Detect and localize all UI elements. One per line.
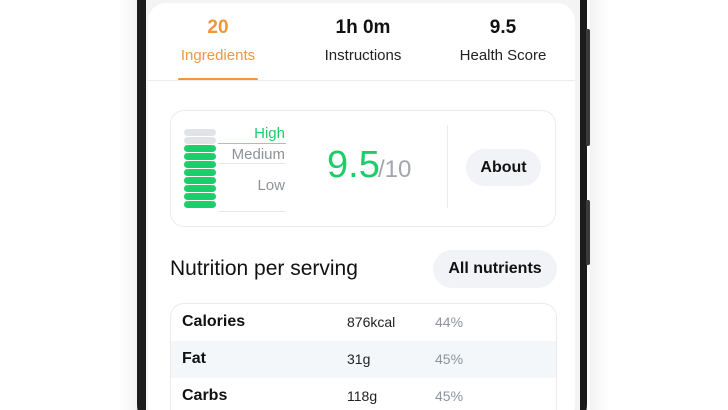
frame-shadow-right bbox=[590, 0, 610, 410]
volume-button bbox=[586, 29, 590, 146]
nutrient-percent: 45% bbox=[435, 351, 464, 367]
frame-shadow-left bbox=[118, 0, 138, 410]
tab-label: Instructions bbox=[324, 47, 402, 64]
nutrition-table: Calories 876kcal 44% Fat 31g 45% Carbs 1… bbox=[170, 303, 557, 410]
high-threshold-line bbox=[218, 143, 286, 144]
meter-bar bbox=[184, 137, 216, 144]
meter-bar bbox=[184, 177, 216, 184]
tab-health-score[interactable]: 9.5 Health Score bbox=[448, 16, 558, 67]
nutrient-amount: 876kcal bbox=[347, 314, 396, 330]
nutrient-percent: 45% bbox=[435, 388, 464, 404]
nutrient-name: Fat bbox=[182, 350, 206, 367]
meter-bar bbox=[184, 201, 216, 208]
power-button bbox=[586, 200, 590, 265]
medium-threshold-line bbox=[218, 163, 286, 164]
recipe-tabs: 20 Ingredients 1h 0m Instructions 9.5 He… bbox=[148, 0, 575, 81]
tab-label: Health Score bbox=[459, 47, 547, 64]
tab-ingredients[interactable]: 20 Ingredients bbox=[178, 16, 258, 67]
level-low-label: Low bbox=[257, 177, 285, 194]
health-score-number: 9.5 bbox=[327, 144, 380, 186]
all-nutrients-button[interactable]: All nutrients bbox=[433, 250, 557, 288]
health-score-max: /10 bbox=[378, 156, 412, 183]
tab-label: Ingredients bbox=[180, 47, 256, 64]
about-button[interactable]: About bbox=[466, 149, 541, 186]
nutrient-amount: 31g bbox=[347, 351, 371, 367]
instructions-duration: 1h 0m bbox=[335, 17, 391, 38]
tabs-divider bbox=[148, 80, 575, 81]
table-row: Fat 31g 45% bbox=[171, 341, 556, 378]
table-row: Carbs 118g 45% bbox=[171, 378, 556, 410]
tab-instructions[interactable]: 1h 0m Instructions bbox=[308, 16, 418, 67]
meter-bar bbox=[184, 193, 216, 200]
level-medium-label: Medium bbox=[231, 146, 285, 163]
meter-bar bbox=[184, 185, 216, 192]
health-score-value: 9.5 bbox=[489, 17, 517, 38]
meter-bar bbox=[184, 169, 216, 176]
nutrient-name: Calories bbox=[182, 313, 246, 330]
level-high-label: High bbox=[254, 125, 285, 142]
ingredients-count: 20 bbox=[207, 17, 229, 38]
active-tab-indicator bbox=[178, 78, 258, 81]
meter-bar bbox=[184, 145, 216, 152]
meter-bar bbox=[184, 161, 216, 168]
low-baseline bbox=[218, 211, 286, 212]
table-row: Calories 876kcal 44% bbox=[171, 304, 556, 341]
nutrient-name: Carbs bbox=[182, 387, 228, 404]
meter-bar bbox=[184, 129, 216, 136]
meter-bar bbox=[184, 153, 216, 160]
nutrient-amount: 118g bbox=[347, 388, 378, 404]
nutrition-title: Nutrition per serving bbox=[170, 257, 358, 280]
nutrient-percent: 44% bbox=[435, 314, 464, 330]
score-divider bbox=[447, 125, 448, 208]
